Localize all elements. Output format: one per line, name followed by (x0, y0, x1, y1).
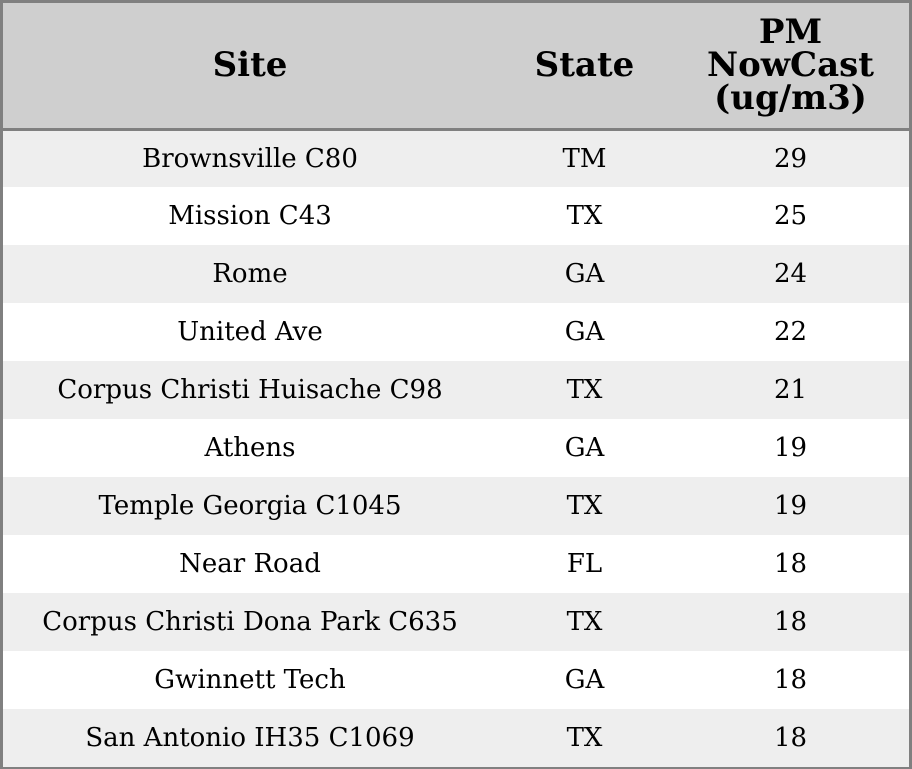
pm-value-cell: 19 (773, 491, 808, 521)
table-row: Brownsville C80 TM 29 (3, 129, 909, 187)
pm-value-cell: 25 (773, 201, 808, 231)
site-cell: Athens (204, 433, 296, 463)
table-row: United Ave GA 22 (3, 303, 909, 361)
pm-value-cell: 29 (773, 143, 808, 174)
table-row: San Antonio IH35 C1069 TX 18 (3, 709, 909, 767)
table-row: Athens GA 19 (3, 419, 909, 477)
table-row: Temple Georgia C1045 TX 19 (3, 477, 909, 535)
table-row: Corpus Christi Huisache C98 TX 21 (3, 361, 909, 419)
site-cell: Brownsville C80 (142, 143, 358, 174)
site-cell: United Ave (177, 317, 323, 347)
column-header-pm-line-3: (ug/m3) (714, 77, 867, 118)
state-cell: TX (566, 375, 603, 405)
state-cell: FL (566, 549, 603, 579)
pm-value-cell: 18 (773, 607, 808, 637)
column-header-pm-line-2: NowCast (707, 44, 874, 85)
table-row: Near Road FL 18 (3, 535, 909, 593)
state-cell: TX (566, 201, 603, 231)
site-cell: Corpus Christi Huisache C98 (57, 375, 443, 405)
pm-value-cell: 24 (773, 259, 808, 289)
site-cell: Mission C43 (168, 201, 332, 231)
header-row: Site State PM NowCast (ug/m3) (3, 3, 909, 131)
state-cell: GA (564, 665, 605, 695)
pm-nowcast-table: Site State PM NowCast (ug/m3) Brownsvill… (3, 3, 909, 767)
table-row: Corpus Christi Dona Park C635 TX 18 (3, 593, 909, 651)
state-cell: TX (566, 491, 603, 521)
site-cell: Corpus Christi Dona Park C635 (42, 607, 458, 637)
site-cell: San Antonio IH35 C1069 (85, 723, 415, 753)
state-cell: GA (564, 259, 605, 289)
state-cell: GA (564, 317, 605, 347)
column-header-pm-nowcast: PM NowCast (ug/m3) (672, 3, 909, 131)
table-body: Brownsville C80 TM 29 Mission C43 TX 25 … (3, 129, 909, 767)
table-row: Gwinnett Tech GA 18 (3, 651, 909, 709)
pm-value-cell: 18 (773, 723, 808, 753)
pm-value-cell: 18 (773, 665, 808, 695)
pm-value-cell: 22 (773, 317, 808, 347)
pm-value-cell: 18 (773, 549, 808, 579)
state-cell: GA (564, 433, 605, 463)
column-header-state: State (497, 3, 672, 131)
pm-value-cell: 19 (773, 433, 808, 463)
site-cell: Rome (212, 259, 288, 289)
site-cell: Near Road (179, 549, 321, 579)
column-header-pm-line-1: PM (758, 11, 823, 52)
state-cell: TX (566, 607, 603, 637)
table-row: Mission C43 TX 25 (3, 187, 909, 245)
site-cell: Gwinnett Tech (154, 665, 346, 695)
column-header-site: Site (3, 3, 497, 131)
pm-value-cell: 21 (773, 375, 808, 405)
table-header: Site State PM NowCast (ug/m3) (3, 3, 909, 131)
state-cell: TM (562, 143, 607, 174)
state-cell: TX (566, 723, 603, 753)
table-row: Rome GA 24 (3, 245, 909, 303)
site-cell: Temple Georgia C1045 (98, 491, 402, 521)
